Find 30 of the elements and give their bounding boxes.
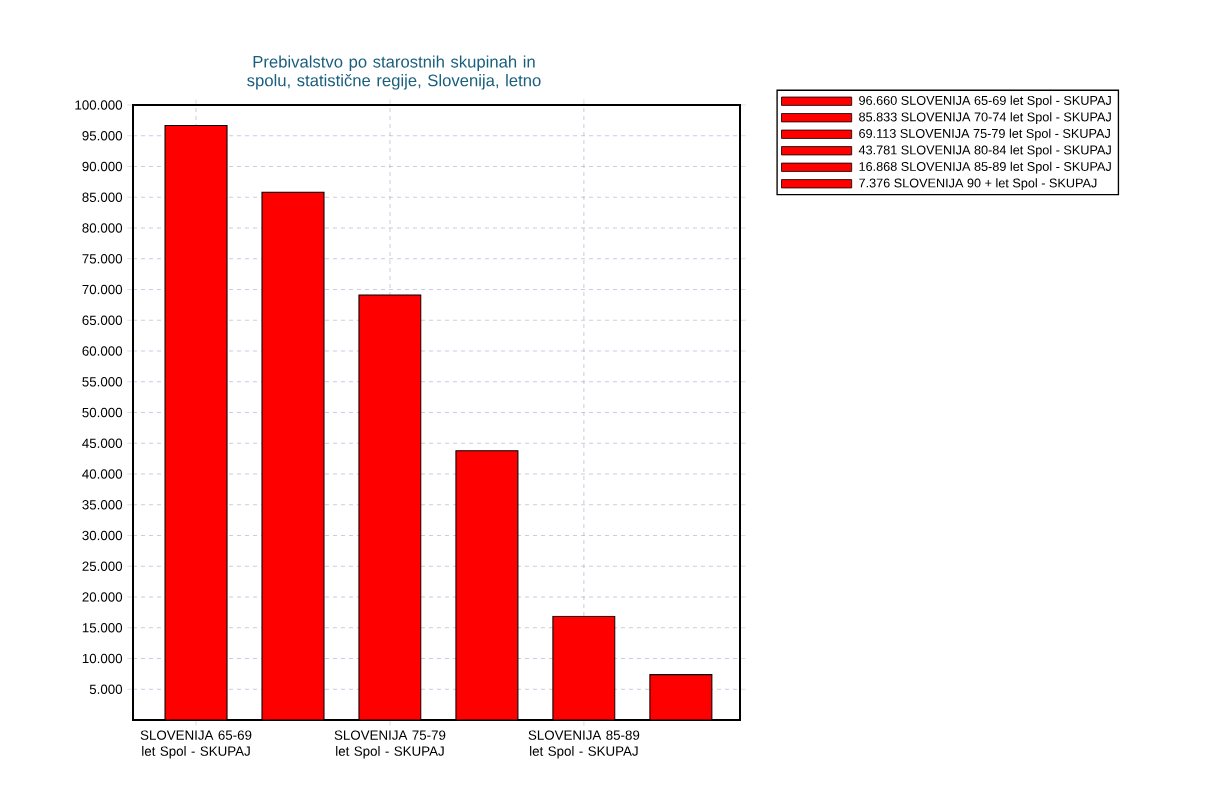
y-tick-label: 30.000	[82, 530, 123, 541]
text: 7.376 SLOVENIJA 90 + let Spol - SKUPAJ	[859, 178, 1097, 190]
y-tick-label: 55.000	[82, 377, 123, 387]
y-tick-label: 60.000	[82, 346, 123, 356]
y-tick-label: 45.000	[82, 438, 123, 448]
x-tick-label: SLOVENIJA 85-89 let Spol - SKUPAJ	[528, 730, 640, 759]
y-tick-label: 100.000	[75, 100, 123, 110]
y-tick-label: 10.000	[82, 653, 123, 664]
text: 43.781 SLOVENIJA 80-84 let Spol - SKUPAJ	[858, 145, 1111, 157]
y-tick-label: 80.000	[82, 223, 123, 233]
text: 69.113 SLOVENIJA 75-79 let Spol - SKUPAJ	[859, 128, 1110, 141]
y-tick-label: 85.000	[82, 192, 123, 202]
y-tick-label: 90.000	[82, 161, 123, 172]
y-tick-label: 15.000	[82, 623, 123, 633]
y-tick-label: 40.000	[82, 469, 123, 479]
y-tick-label: 35.000	[82, 500, 123, 510]
y-tick-label: 5.000	[89, 684, 123, 694]
y-tick-label: 50.000	[82, 407, 123, 418]
y-tick-label: 70.000	[82, 284, 123, 295]
x-tick-label: SLOVENIJA 65-69 let Spol - SKUPAJ	[140, 730, 252, 759]
y-tick-label: 20.000	[82, 592, 123, 602]
text: 85.833 SLOVENIJA 70-74 let Spol - SKUPAJ	[859, 112, 1111, 124]
y-tick-label: 95.000	[82, 131, 123, 141]
y-tick-label: 65.000	[82, 315, 123, 325]
chart-title: Prebivalstvo po starostnih skupinah in spolu, statistične regije, Slovenija, letno	[247, 55, 541, 90]
y-tick-label: 75.000	[82, 254, 123, 264]
text: 96.660 SLOVENIJA 65-69 let Spol - SKUPAJ	[859, 95, 1111, 108]
text: 16.868 SLOVENIJA 85-89 let Spol - SKUPAJ	[859, 161, 1111, 174]
y-tick-label: 25.000	[82, 561, 123, 571]
x-tick-label: SLOVENIJA 75-79 let Spol - SKUPAJ	[334, 730, 446, 759]
